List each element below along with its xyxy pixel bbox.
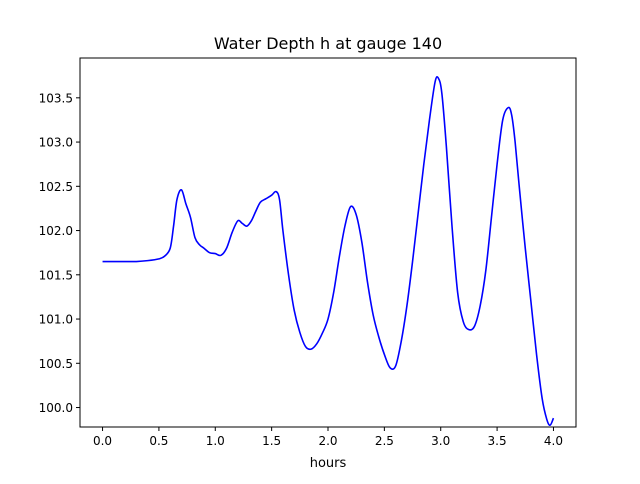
- x-tick-label: 1.0: [206, 434, 225, 448]
- chart-title: Water Depth h at gauge 140: [214, 34, 442, 53]
- x-tick-label: 3.0: [431, 434, 450, 448]
- series-line-0: [102, 76, 555, 427]
- y-tick-label: 100.5: [39, 357, 73, 371]
- x-axis: 0.0 0.5 1.0 1.5 2.0 2.5 3.0 3.5 4.0: [93, 427, 563, 448]
- x-tick-label: 2.5: [375, 434, 394, 448]
- y-axis: 100.0 100.5 101.0 101.5 102.0 102.5 103.0 103.5: [39, 91, 80, 415]
- y-tick-label: 102.5: [39, 180, 73, 194]
- plot-area: [102, 76, 555, 427]
- y-tick-label: 100.0: [39, 401, 73, 415]
- x-tick-label: 0.5: [149, 434, 168, 448]
- x-tick-label: 0.0: [93, 434, 112, 448]
- y-tick-label: 103.0: [39, 136, 73, 150]
- y-tick-label: 102.0: [39, 224, 73, 238]
- y-tick-label: 101.0: [39, 313, 73, 327]
- x-tick-label: 4.0: [544, 434, 563, 448]
- y-tick-label: 101.5: [39, 268, 73, 282]
- x-tick-label: 2.0: [318, 434, 337, 448]
- x-tick-label: 3.5: [488, 434, 507, 448]
- x-axis-label: hours: [310, 456, 347, 471]
- axes-frame: [79, 57, 577, 428]
- y-tick-label: 103.5: [39, 91, 73, 105]
- x-tick-label: 1.5: [262, 434, 281, 448]
